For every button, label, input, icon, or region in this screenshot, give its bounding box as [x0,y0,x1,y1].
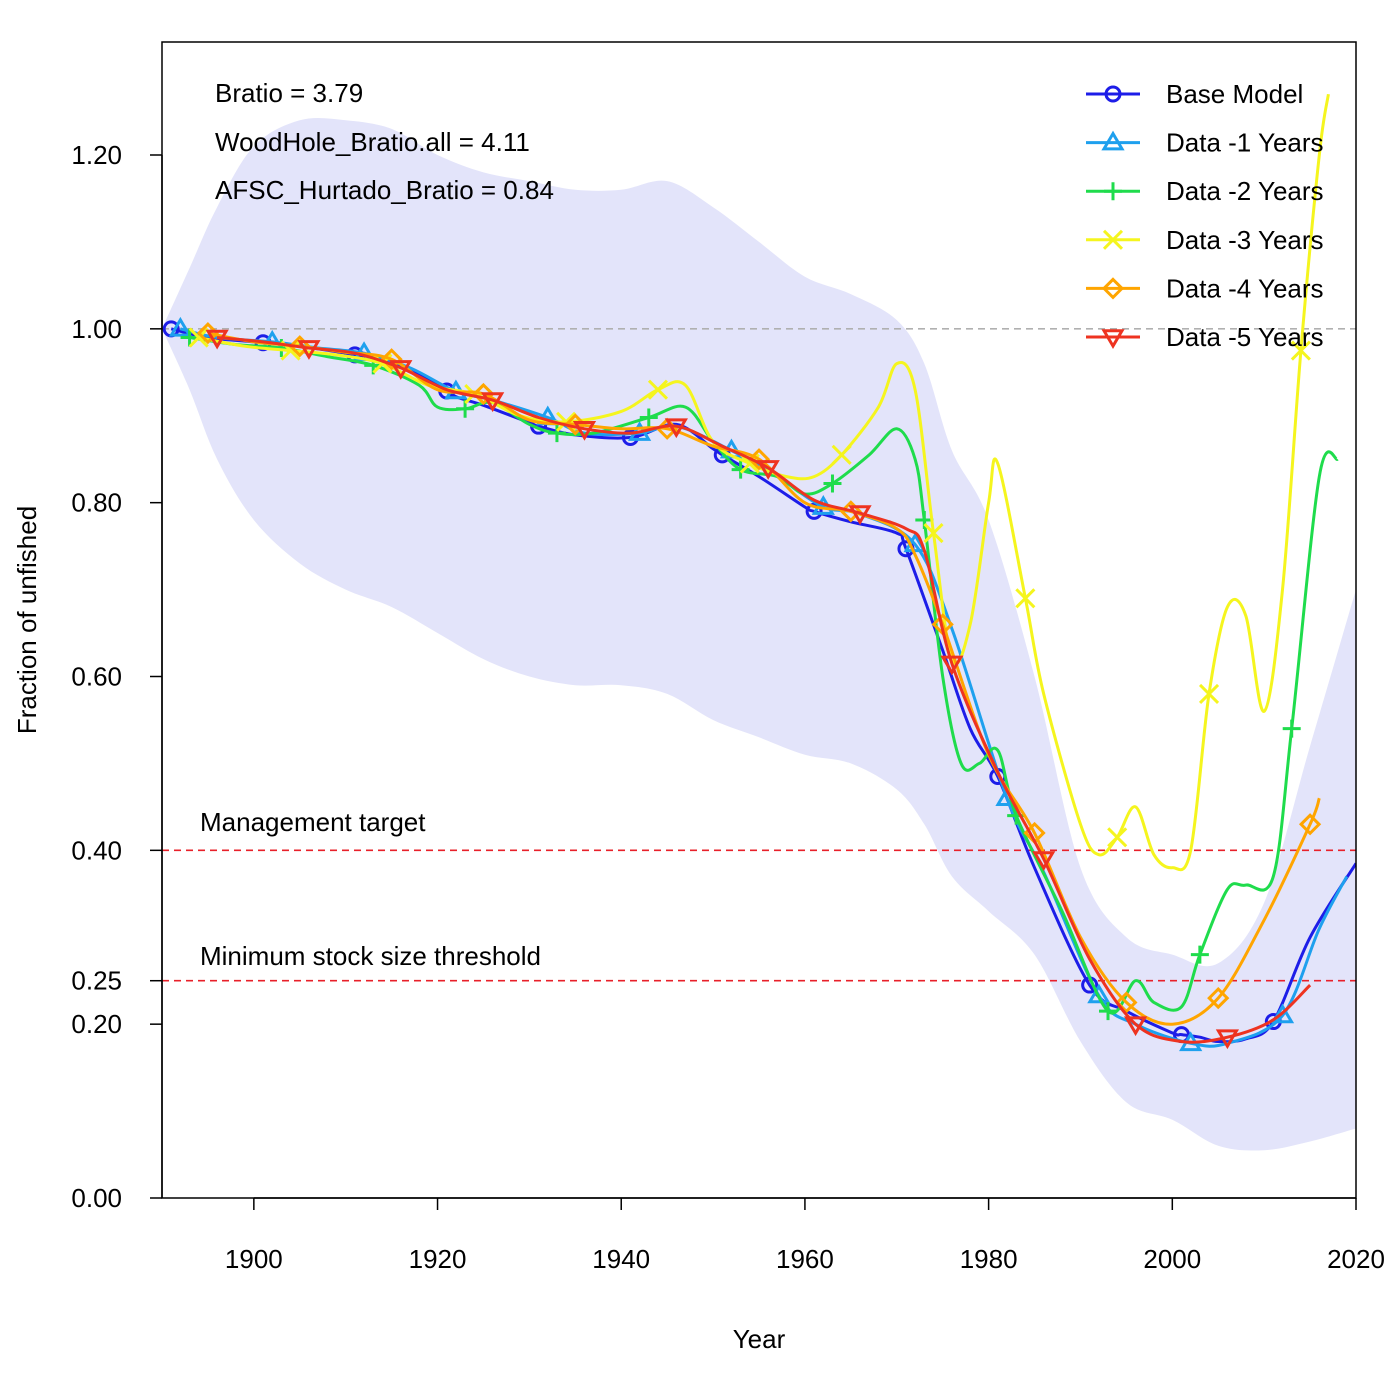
data-point [1115,991,1138,1014]
data-point [1270,1003,1295,1024]
data-point [1190,945,1209,964]
data-point [168,316,192,337]
data-point [1015,588,1036,609]
legend-label: Data -3 Years [1166,225,1324,255]
legend-item-data-5-years: Data -5 Years [1086,322,1324,352]
data-point [481,392,505,413]
data-point [823,474,842,493]
minimum-stock-threshold-label: Minimum stock size threshold [200,941,541,971]
legend-marker [1101,277,1125,300]
series-data-5-years [205,329,1312,1050]
annotation-afsc-hurtado-bratio: AFSC_Hurtado_Bratio = 0.84 [215,175,554,205]
annotation-woodhole-bratio: WoodHole_Bratio.all = 4.11 [215,127,530,157]
legend-label: Data -2 Years [1166,176,1324,206]
y-tick-label: 1.00 [71,314,122,344]
data-point [1123,1016,1148,1037]
data-point [647,379,669,400]
data-point [621,428,639,446]
y-tick-label: 0.20 [71,1009,122,1039]
x-axis: 1900 1920 1940 1960 1980 2000 2020 [225,1197,1385,1274]
data-point [297,340,321,360]
data-point [848,505,872,526]
series-line [216,336,1312,1044]
data-point [1290,340,1311,361]
legend-marker [1104,85,1122,103]
legend: Base Model Data -1 Years Data -2 Years Data… [1086,79,1324,352]
y-tick-label: 0.00 [71,1183,122,1213]
data-point [1099,1002,1118,1021]
legend-item-data-3-years: Data -3 Years [1086,225,1324,255]
data-point [831,444,852,465]
y-axis-label: Fraction of unfished [12,506,42,734]
x-tick-label: 1980 [960,1244,1018,1274]
data-point [472,382,495,406]
data-point [572,420,597,441]
y-tick-label: 0.60 [71,662,122,692]
data-point [923,523,944,544]
data-point [205,329,229,350]
data-point [1032,851,1056,871]
data-point [756,460,780,480]
data-point [188,327,209,348]
x-axis-label: Year [733,1324,786,1354]
legend-item-data-4-years: Data -4 Years [1086,273,1324,303]
data-point [940,655,964,676]
x-tick-label: 1920 [409,1244,467,1274]
data-point [664,418,688,439]
legend-label: Data -5 Years [1166,322,1324,352]
data-point [731,460,750,479]
legend-marker [1101,329,1125,349]
series-lines [162,93,1356,1052]
data-point [639,408,658,427]
legend-marker [1102,229,1124,250]
data-point [1087,983,1111,1004]
y-tick-label: 1.20 [71,140,122,170]
legend-marker [1101,130,1125,151]
legend-label: Data -1 Years [1166,128,1324,158]
legend-label: Base Model [1166,79,1303,109]
data-point [380,348,403,371]
legend-item-data-2-years: Data -2 Years [1086,176,1324,206]
data-point [1298,813,1322,836]
data-point [747,448,771,471]
data-point [1198,683,1220,704]
data-point [389,360,413,380]
legend-marker [1104,182,1122,201]
annotation-bratio: Bratio = 3.79 [215,78,363,108]
legend-item-base-model: Base Model [1086,79,1303,109]
y-tick-label: 0.40 [71,835,122,865]
series-data-2-years [180,328,1340,1021]
x-tick-label: 2020 [1327,1244,1385,1274]
x-tick-label: 2000 [1143,1244,1201,1274]
data-point [1282,719,1301,738]
x-tick-label: 1940 [592,1244,650,1274]
data-point [288,335,311,358]
management-target-label: Management target [200,807,426,837]
x-tick-label: 1960 [776,1244,834,1274]
reference-lines [162,328,1356,982]
data-point [1207,986,1230,1010]
data-point [180,328,199,347]
data-point [547,424,566,443]
y-tick-label: 0.80 [71,488,122,518]
data-point [1215,1029,1240,1050]
x-tick-label: 1900 [225,1244,283,1274]
y-axis: 0.00 0.20 0.25 0.40 0.60 0.80 1.00 1.20 [71,140,163,1213]
legend-label: Data -4 Years [1166,273,1324,303]
data-point [805,502,823,520]
y-tick-label: 0.25 [71,966,122,996]
data-point [1107,827,1128,848]
legend-item-data-1-years: Data -1 Years [1086,128,1324,158]
